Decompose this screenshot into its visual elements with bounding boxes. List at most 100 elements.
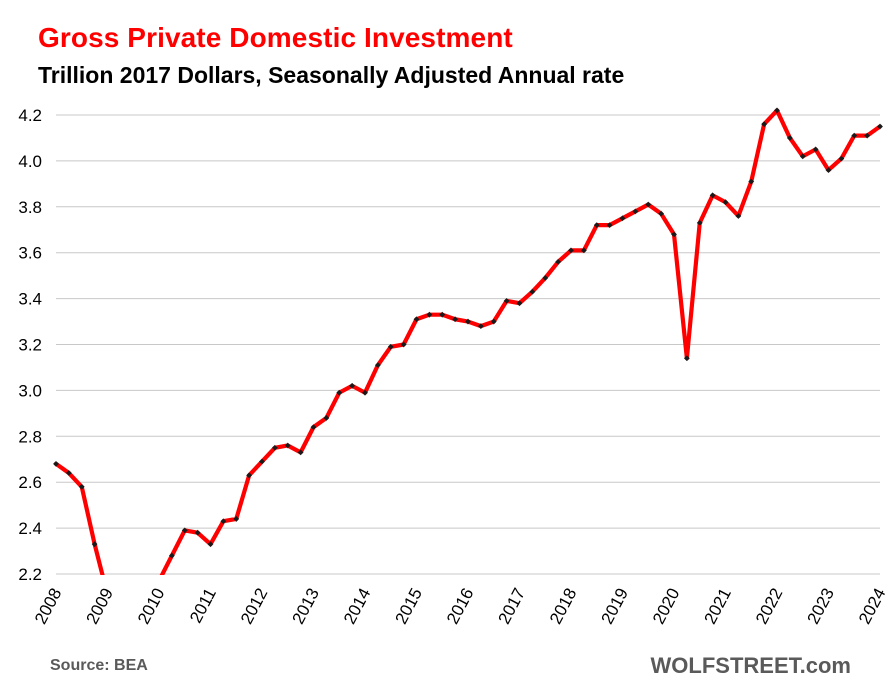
x-tick-label: 2013 [288, 585, 323, 627]
data-point [825, 167, 832, 173]
data-point [477, 323, 484, 330]
data-point [683, 355, 690, 362]
data-point [593, 222, 600, 229]
chart-title: Gross Private Domestic Investment [38, 22, 513, 53]
brand-label: WOLFSTREET.com [650, 653, 851, 678]
data-point [774, 107, 780, 114]
x-tick-label: 2018 [546, 585, 581, 627]
x-axis: 2008 2009 2010 2011 2012 2013 2014 2015 2016 2017… [31, 585, 888, 627]
data-point [246, 472, 253, 479]
data-point [310, 424, 317, 431]
data-point [400, 341, 407, 348]
data-point [259, 458, 265, 465]
x-tick-label: 2010 [134, 585, 169, 627]
x-tick-label: 2022 [752, 585, 787, 627]
y-tick-label: 4.0 [18, 152, 42, 171]
data-point [761, 121, 768, 128]
data-point [53, 460, 59, 467]
data-point [568, 247, 574, 254]
data-point [580, 247, 587, 254]
x-tick-label: 2012 [237, 585, 272, 627]
y-tick-label: 2.4 [18, 519, 42, 538]
series-line-0 [53, 108, 883, 575]
y-tick-label: 3.8 [18, 198, 42, 217]
x-tick-label: 2017 [494, 585, 529, 627]
source-note: Source: BEA [50, 657, 148, 674]
data-point [722, 199, 729, 206]
data-point [374, 362, 381, 369]
y-axis: 2.2 2.4 2.6 2.8 3.0 3.2 3.4 3.6 3.8 4.0 4.2 [18, 106, 42, 584]
data-point [786, 135, 793, 141]
data-point [220, 518, 227, 525]
data-point [748, 178, 755, 185]
data-point [671, 231, 677, 238]
data-point [529, 288, 536, 295]
x-tick-label: 2011 [186, 585, 220, 626]
data-point [735, 213, 742, 219]
series-layer [53, 107, 883, 623]
data-point [65, 470, 72, 476]
y-tick-label: 4.2 [18, 106, 42, 125]
y-tick-label: 2.6 [18, 473, 42, 492]
data-point [413, 316, 420, 323]
data-point [696, 219, 703, 226]
data-point [233, 516, 240, 522]
x-tick-label: 2023 [803, 585, 838, 627]
data-point [877, 123, 883, 130]
y-tick-label: 2.8 [18, 427, 42, 446]
x-tick-label: 2015 [391, 585, 426, 627]
data-point [78, 483, 85, 490]
data-point [207, 541, 214, 548]
data-point [606, 222, 613, 229]
x-tick-label: 2020 [649, 585, 684, 627]
data-point [271, 444, 278, 451]
data-point [156, 578, 162, 584]
y-tick-label: 3.6 [18, 244, 42, 263]
data-point [838, 155, 845, 162]
chart-subtitle: Trillion 2017 Dollars, Seasonally Adjust… [38, 62, 625, 88]
data-point [336, 389, 343, 396]
data-point [799, 153, 806, 160]
data-point [168, 552, 175, 559]
x-tick-label: 2019 [597, 585, 632, 627]
x-tick-label: 2009 [82, 585, 117, 627]
gridlines [56, 114, 880, 575]
data-point [632, 208, 639, 215]
data-point [542, 275, 549, 281]
data-point [297, 449, 304, 456]
data-point [516, 300, 523, 307]
data-point [439, 311, 446, 318]
data-point [181, 527, 188, 534]
data-point [619, 215, 626, 222]
x-tick-label: 2021 [700, 585, 735, 627]
data-point [452, 316, 459, 323]
x-tick-label: 2008 [31, 585, 66, 627]
data-point [362, 389, 368, 396]
data-point [812, 146, 819, 153]
data-point [387, 343, 394, 350]
data-point [555, 258, 562, 265]
data-point [426, 311, 433, 318]
data-point [323, 415, 330, 421]
y-tick-label: 3.0 [18, 381, 42, 400]
x-tick-label: 2014 [340, 585, 375, 627]
data-point [645, 201, 652, 208]
y-tick-label: 3.2 [18, 336, 42, 355]
data-point [658, 210, 665, 217]
y-tick-label: 2.2 [18, 565, 42, 584]
data-point [117, 617, 123, 623]
data-point [709, 192, 716, 199]
data-point [284, 442, 291, 449]
x-tick-label: 2016 [443, 585, 478, 627]
data-point [465, 318, 471, 325]
data-point [851, 132, 858, 139]
data-point [349, 382, 356, 389]
x-tick-label: 2024 [855, 585, 888, 627]
y-tick-label: 3.4 [18, 290, 42, 309]
data-point [864, 132, 871, 139]
data-point [503, 297, 510, 304]
data-point [194, 529, 201, 536]
data-point [490, 318, 497, 325]
data-point [91, 541, 98, 548]
